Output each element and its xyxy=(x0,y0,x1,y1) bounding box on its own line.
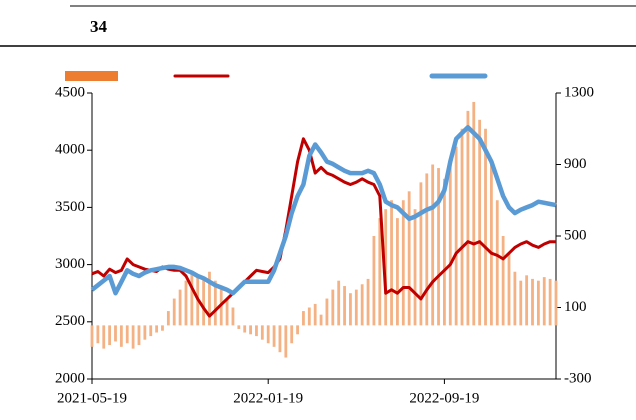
bar xyxy=(507,253,511,326)
y2-tick-label: 900 xyxy=(564,156,587,172)
bar xyxy=(536,280,540,326)
bar xyxy=(260,325,264,340)
bar xyxy=(548,278,552,326)
bar xyxy=(296,325,299,335)
bar xyxy=(155,325,159,333)
bar xyxy=(213,280,217,326)
x-tick-label: 2022-09-19 xyxy=(409,390,479,406)
bar xyxy=(531,278,534,326)
bar xyxy=(272,325,276,347)
bar xyxy=(149,325,153,337)
bar xyxy=(396,218,399,326)
bar xyxy=(337,280,341,326)
bar xyxy=(466,110,470,326)
bar xyxy=(431,164,435,326)
bar xyxy=(390,200,393,326)
bar xyxy=(231,307,235,326)
y-tick-label: 4000 xyxy=(55,142,85,158)
bar xyxy=(219,289,223,326)
bar xyxy=(119,325,123,347)
bar xyxy=(108,325,112,346)
bar xyxy=(208,271,211,326)
x-tick-label: 2022-01-19 xyxy=(233,390,303,406)
bar xyxy=(349,293,352,326)
bar xyxy=(313,303,317,326)
bar xyxy=(360,284,364,326)
bar xyxy=(495,200,499,326)
bar xyxy=(225,298,229,326)
line-series xyxy=(90,125,557,296)
bar xyxy=(114,325,117,342)
bar xyxy=(307,307,311,326)
y-tick-label: 2000 xyxy=(55,370,85,386)
bar xyxy=(484,128,487,326)
bar xyxy=(454,146,458,326)
bar xyxy=(172,298,176,326)
bar xyxy=(513,271,517,326)
y-tick-label: 4500 xyxy=(55,84,85,100)
y-tick-label: 3500 xyxy=(55,199,85,215)
y2-tick-label: 100 xyxy=(564,299,587,315)
bar xyxy=(448,164,452,326)
chart-title: 34 xyxy=(90,17,108,36)
bar xyxy=(460,128,464,326)
bar xyxy=(443,178,446,326)
bar xyxy=(354,289,358,326)
bar xyxy=(366,278,370,326)
bar xyxy=(178,289,182,326)
bar xyxy=(525,275,529,326)
bar xyxy=(343,286,346,326)
bar xyxy=(202,278,205,326)
bar xyxy=(284,325,288,358)
bar xyxy=(407,191,411,326)
bar xyxy=(102,325,106,349)
bar xyxy=(125,325,129,344)
bar xyxy=(519,280,523,326)
bar xyxy=(325,298,329,326)
bar xyxy=(90,325,94,347)
bar xyxy=(413,209,417,326)
bar xyxy=(319,314,323,326)
bar xyxy=(143,325,147,340)
bar xyxy=(554,280,558,326)
bar xyxy=(137,325,141,346)
bar xyxy=(489,164,493,326)
bar xyxy=(384,209,388,326)
bar xyxy=(131,325,135,349)
bar xyxy=(166,311,170,326)
bar xyxy=(302,311,305,326)
bar xyxy=(184,280,188,326)
bar xyxy=(331,289,335,326)
bar xyxy=(472,101,476,326)
bar xyxy=(190,271,194,326)
bar xyxy=(542,277,546,326)
bar xyxy=(243,325,247,333)
legend-swatch xyxy=(65,71,118,81)
bar xyxy=(478,119,482,326)
y2-tick-label: 1300 xyxy=(564,84,594,100)
bar xyxy=(501,236,505,326)
bar xyxy=(437,168,440,326)
bar xyxy=(425,173,429,326)
y-tick-label: 3000 xyxy=(55,256,85,272)
bar xyxy=(255,325,258,337)
bar xyxy=(266,325,270,344)
bar xyxy=(96,325,100,344)
y2-tick-label: -300 xyxy=(564,370,592,386)
line-series xyxy=(91,137,556,318)
bar xyxy=(161,325,164,331)
bar xyxy=(249,325,252,335)
bar xyxy=(290,325,294,344)
bar xyxy=(237,325,241,329)
bar xyxy=(378,218,382,326)
bar xyxy=(401,200,405,326)
x-tick-label: 2021-05-19 xyxy=(57,390,127,406)
y-tick-label: 2500 xyxy=(55,313,85,329)
bar xyxy=(372,236,376,326)
bar xyxy=(419,182,423,326)
y2-tick-label: 500 xyxy=(564,227,587,243)
bar xyxy=(278,325,282,353)
